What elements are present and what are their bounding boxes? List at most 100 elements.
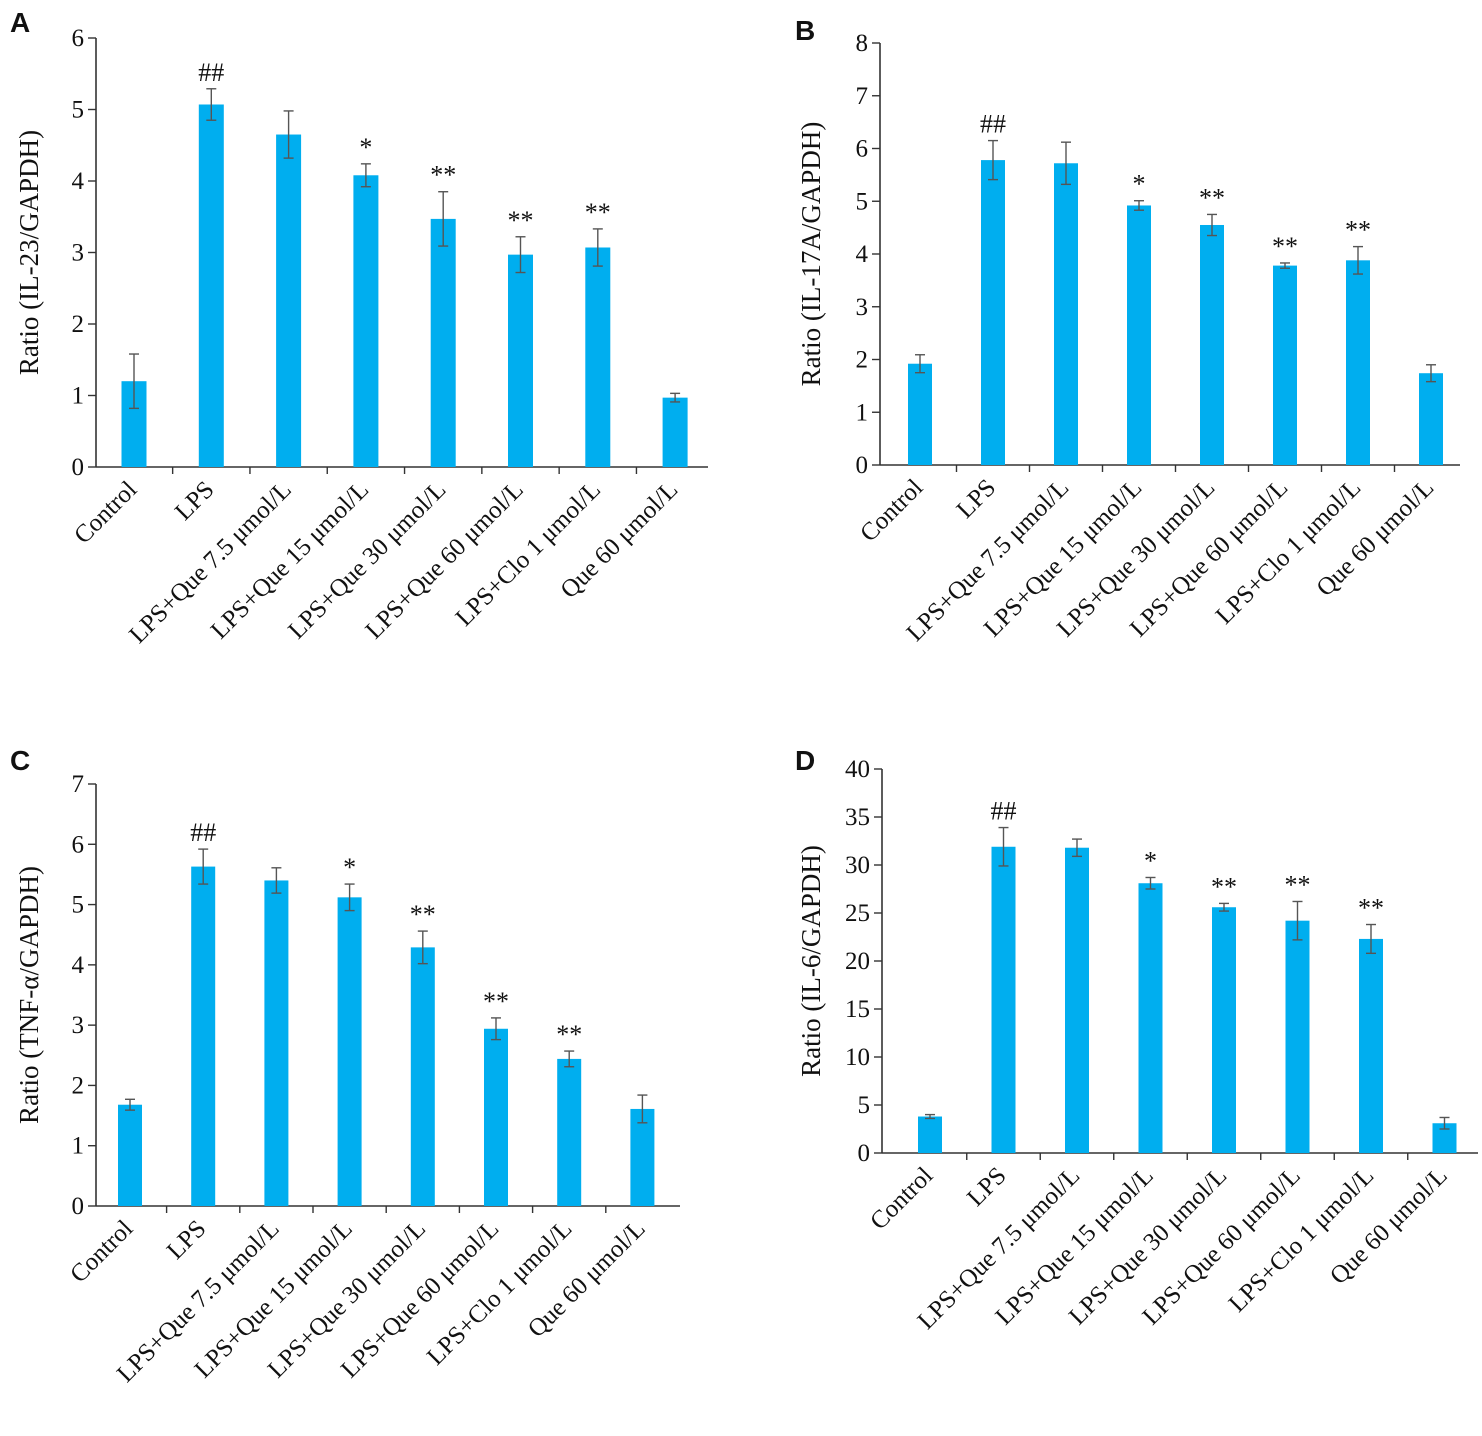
significance-label: ##: [198, 58, 224, 87]
significance-label: **: [1199, 183, 1225, 212]
y-tick-label: 2: [72, 1072, 85, 1099]
category-label: LPS: [162, 1215, 212, 1265]
category-label: LPS: [952, 474, 1002, 524]
significance-label: **: [1345, 216, 1371, 245]
bar: [1346, 260, 1370, 465]
bar: [991, 846, 1016, 1153]
y-tick-label: 4: [72, 952, 85, 979]
y-tick-label: 5: [72, 97, 85, 124]
bar: [1065, 847, 1089, 1153]
bar: [191, 866, 216, 1206]
y-tick-label: 0: [858, 1140, 871, 1167]
y-tick-label: 1: [72, 1133, 85, 1160]
y-axis-title: Ratio (IL-23/GAPDH): [14, 130, 44, 375]
panel-d: D 0 5 10 15 20 25 30 35 40 Ratio (IL-6/GAPDH) Contr…: [795, 745, 1478, 1335]
y-tick-label: 4: [72, 168, 85, 195]
y-tick-label: 10: [845, 1044, 870, 1071]
panel-letter: C: [10, 745, 30, 776]
bar: [1200, 224, 1224, 465]
panel-b: B 0 1 2 3 4 5 6 7 8 Ratio (IL-17A/GAPDH) Control ## L…: [795, 15, 1460, 647]
significance-label: *: [343, 853, 356, 882]
significance-label: **: [585, 198, 611, 227]
y-tick-label: 15: [845, 996, 870, 1023]
panel-letter: B: [795, 15, 815, 46]
significance-label: *: [1144, 846, 1157, 875]
bar: [430, 218, 456, 467]
panel-c: C 0 1 2 3 4 5 6 7 Ratio (TNF-α/GAPDH) Control ## LPS…: [10, 745, 680, 1388]
bar: [484, 1028, 508, 1206]
bar: [198, 104, 224, 468]
significance-label: **: [556, 1020, 582, 1049]
significance-label: **: [430, 161, 456, 190]
bar: [410, 947, 435, 1206]
significance-label: *: [1133, 170, 1146, 199]
bar: [508, 254, 533, 467]
bar: [585, 247, 611, 467]
bar: [557, 1058, 582, 1206]
bar: [1138, 883, 1163, 1153]
significance-label: **: [1285, 870, 1311, 899]
y-tick-label: 35: [845, 804, 870, 831]
y-tick-label: 2: [856, 347, 869, 374]
y-tick-label: 6: [72, 25, 85, 52]
y-tick-label: 40: [845, 756, 870, 783]
y-tick-label: 3: [72, 1012, 85, 1039]
bar: [276, 134, 302, 467]
y-tick-label: 0: [856, 452, 869, 479]
significance-label: **: [508, 206, 534, 235]
y-tick-label: 5: [858, 1092, 871, 1119]
y-axis-title: Ratio (IL-6/GAPDH): [796, 845, 826, 1077]
category-label: LPS: [962, 1162, 1012, 1212]
y-tick-label: 0: [72, 1193, 85, 1220]
panel-a: A 0 1 2 3 4 5 6 Ratio (IL-23/GAPDH) Control ## LPS L…: [10, 7, 708, 649]
category-label: Control: [855, 474, 928, 547]
bar: [1285, 920, 1310, 1153]
y-tick-label: 7: [72, 771, 85, 798]
bar: [908, 363, 932, 465]
y-tick-label: 1: [856, 399, 869, 426]
y-tick-label: 3: [856, 294, 869, 321]
y-tick-label: 20: [845, 948, 870, 975]
y-tick-label: 6: [856, 136, 869, 163]
category-label: LPS+Clo 1 μmol/L: [451, 476, 606, 631]
bar: [1359, 938, 1383, 1153]
y-tick-label: 4: [856, 241, 869, 268]
category-label: Control: [865, 1162, 938, 1235]
significance-label: ##: [991, 797, 1017, 826]
y-tick-label: 3: [72, 240, 85, 267]
bar: [337, 897, 362, 1206]
bar: [264, 880, 289, 1206]
y-tick-label: 8: [856, 30, 869, 57]
significance-label: **: [483, 987, 509, 1016]
significance-label: ##: [980, 110, 1006, 139]
bar: [662, 397, 688, 467]
bar: [1419, 373, 1443, 465]
category-label: Control: [69, 476, 142, 549]
y-tick-label: 30: [845, 852, 870, 879]
bar: [918, 1116, 942, 1153]
bar: [1127, 205, 1151, 465]
y-axis-title: Ratio (IL-17A/GAPDH): [796, 122, 826, 387]
bar: [1212, 907, 1236, 1153]
y-tick-label: 6: [72, 831, 85, 858]
significance-label: **: [1358, 894, 1384, 923]
y-axis-title: Ratio (TNF-α/GAPDH): [14, 866, 44, 1124]
bar: [353, 175, 379, 467]
category-label: LPS: [170, 476, 220, 526]
bar: [1273, 265, 1297, 465]
bar: [1054, 163, 1078, 465]
y-tick-label: 7: [856, 83, 869, 110]
panel-letter: A: [10, 7, 30, 38]
significance-label: **: [1272, 232, 1298, 261]
y-tick-label: 5: [72, 892, 85, 919]
significance-label: **: [410, 900, 436, 929]
y-tick-label: 1: [72, 383, 85, 410]
y-tick-label: 25: [845, 900, 870, 927]
bar: [981, 160, 1005, 466]
bar: [118, 1104, 142, 1206]
category-label: Control: [65, 1215, 138, 1288]
bar: [630, 1108, 655, 1206]
significance-label: ##: [190, 818, 216, 847]
significance-label: **: [1211, 872, 1237, 901]
